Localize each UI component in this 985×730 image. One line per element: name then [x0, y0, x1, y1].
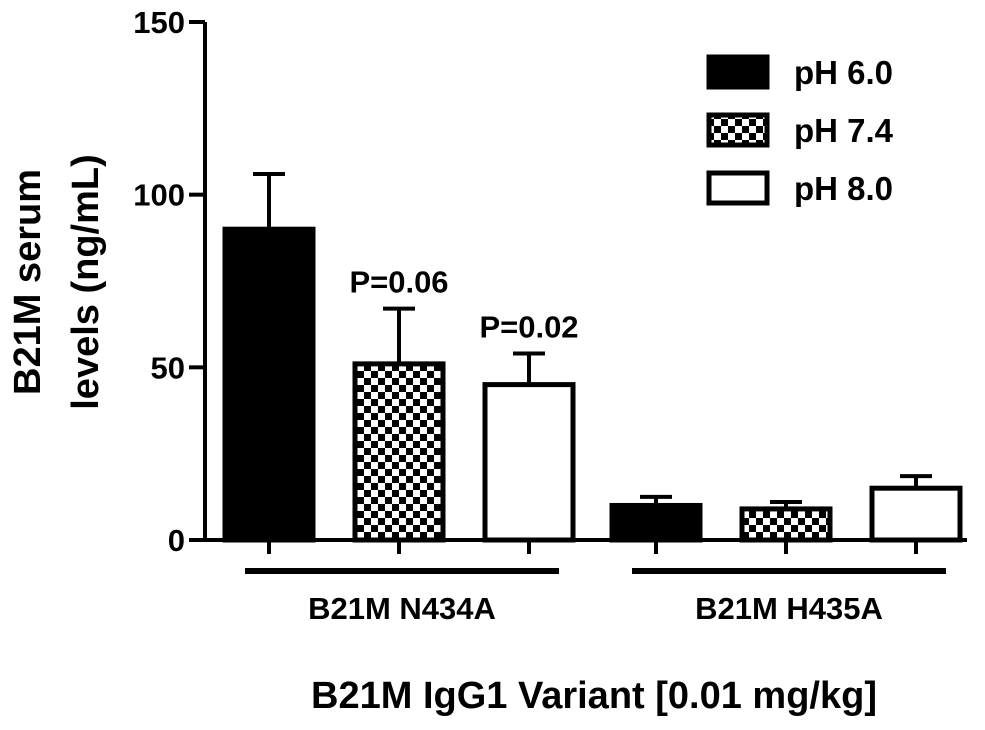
legend-label: pH 6.0 — [794, 54, 893, 91]
y-axis-label: levels (ng/mL) — [65, 154, 107, 410]
bar-ph-7-4-group-0 — [352, 361, 446, 543]
bar-ph-6-0-group-0 — [222, 226, 316, 543]
group-label: B21M N434A — [308, 591, 496, 626]
y-axis-label: B21M serum — [7, 169, 49, 395]
y-tick-label: 0 — [168, 523, 185, 558]
y-tick-label: 100 — [133, 178, 185, 213]
p-value-annotation: P=0.02 — [479, 310, 578, 345]
legend-swatch — [706, 54, 770, 90]
p-value-annotation: P=0.06 — [349, 265, 448, 300]
y-tick-label: 150 — [133, 5, 185, 40]
x-axis-label: B21M IgG1 Variant [0.01 mg/kg] — [311, 675, 877, 717]
bar-ph-6-0-group-1 — [609, 502, 703, 543]
group-label: B21M H435A — [695, 591, 883, 626]
legend-label: pH 8.0 — [794, 170, 893, 207]
y-tick-label: 50 — [151, 350, 185, 385]
bar-ph-8-0-group-0 — [482, 382, 576, 543]
bar-ph-7-4-group-1 — [739, 506, 833, 543]
bar-ph-8-0-group-1 — [869, 485, 963, 543]
legend-label: pH 7.4 — [794, 112, 894, 149]
legend-swatch — [706, 170, 770, 206]
legend-swatch — [706, 112, 770, 148]
